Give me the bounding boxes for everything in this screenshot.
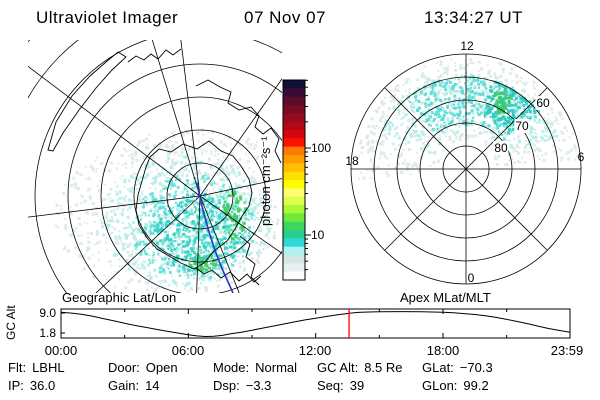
status-ip-label: IP:	[8, 378, 24, 393]
geographic-plot	[28, 40, 282, 293]
left-plot-title: Geographic Lat/Lon	[62, 290, 177, 305]
status-gain: Gain: 14	[108, 378, 160, 393]
status-glon-value: 99.2	[463, 378, 489, 393]
header-date: 07 Nov 07	[244, 8, 326, 27]
lat-ring-label-60: 60	[535, 96, 551, 110]
status-gain-label: Gain:	[108, 378, 140, 393]
uv-emission-right	[355, 58, 579, 180]
status-dsp: Dsp: −3.3	[213, 378, 271, 393]
strip-ytick-9: 9.0	[39, 306, 56, 320]
uv-emission-left	[55, 128, 280, 293]
mlt-label-6: 6	[577, 150, 585, 164]
status-door-label: Door:	[108, 360, 140, 375]
mlt-label-18: 18	[345, 154, 359, 168]
colorbar-tick-100: 100	[311, 141, 332, 155]
colorbar-ticks	[305, 79, 311, 271]
mlt-label-12: 12	[460, 39, 474, 53]
strip-ytick-1.8: 1.8	[39, 326, 56, 340]
status-glon: GLon: 99.2	[422, 378, 489, 393]
app-title: Ultraviolet Imager	[36, 8, 179, 27]
status-dsp-label: Dsp:	[213, 378, 240, 393]
status-mode-label: Mode:	[213, 360, 250, 375]
status-seq-value: 39	[349, 378, 365, 393]
status-mode: Mode: Normal	[213, 360, 297, 375]
status-glat-value: −70.3	[459, 360, 493, 375]
header-time: 13:34:27 UT	[424, 8, 524, 27]
apex-grid	[350, 53, 582, 285]
strip-xtick-2359: 23:59	[550, 343, 584, 358]
status-gcalt: GC Alt: 8.5 Re	[317, 360, 403, 375]
strip-xtick-1200: 12:00	[298, 343, 332, 358]
status-mode-value: Normal	[255, 360, 298, 375]
orbit-track	[196, 182, 234, 293]
status-seq-label: Seq:	[317, 378, 344, 393]
status-flt: Flt: LBHL	[8, 360, 65, 375]
altitude-curve	[60, 311, 570, 338]
status-seq: Seq: 39	[317, 378, 364, 393]
status-flt-label: Flt:	[8, 360, 27, 375]
colorbar	[282, 79, 311, 281]
strip-xtick-1800: 18:00	[426, 343, 460, 358]
status-glat: GLat: −70.3	[422, 360, 493, 375]
lat-ring-label-80: 80	[493, 141, 509, 155]
status-glon-label: GLon:	[422, 378, 458, 393]
colorbar-tick-10: 10	[311, 228, 325, 242]
status-gcalt-label: GC Alt:	[317, 360, 359, 375]
status-gain-value: 14	[145, 378, 160, 393]
strip-xtick-0600: 06:00	[171, 343, 205, 358]
geographic-grid	[28, 40, 282, 293]
altitude-strip-chart	[60, 308, 571, 339]
status-flt-value: LBHL	[32, 360, 65, 375]
status-gcalt-value: 8.5 Re	[364, 360, 403, 375]
lat-ring-label-70: 70	[514, 119, 530, 133]
status-ip: IP: 36.0	[8, 378, 55, 393]
status-glat-label: GLat:	[422, 360, 454, 375]
strip-y-axis-label: GC Alt	[4, 305, 18, 341]
status-door-value: Open	[145, 360, 178, 375]
status-door: Door: Open	[108, 360, 178, 375]
strip-xtick-0000: 00:00	[44, 343, 78, 358]
apex-plot	[350, 53, 582, 285]
status-ip-value: 36.0	[29, 378, 56, 393]
colorbar-unit-label: photon cm⁻²s⁻¹	[258, 136, 273, 226]
status-dsp-value: −3.3	[245, 378, 272, 393]
coastlines	[47, 48, 282, 286]
right-plot-title: Apex MLat/MLT	[400, 290, 491, 305]
strip-ticks	[61, 309, 508, 338]
mlt-label-0: 0	[467, 271, 475, 285]
